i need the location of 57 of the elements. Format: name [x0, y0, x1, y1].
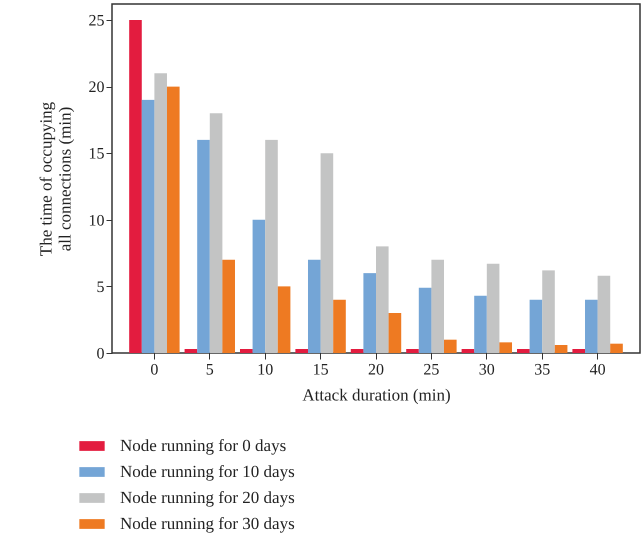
bar — [184, 349, 198, 353]
x-tick-label: 10 — [257, 362, 274, 378]
bar — [210, 113, 222, 353]
bar — [431, 260, 444, 353]
x-tick-label: 25 — [423, 362, 440, 378]
bar — [154, 73, 167, 353]
bar — [499, 342, 512, 353]
x-tick-label: 30 — [478, 362, 495, 378]
y-tick-label: 5 — [96, 278, 104, 296]
bar — [572, 349, 586, 353]
legend-label: Node running for 10 days — [120, 462, 295, 481]
bar — [444, 340, 457, 353]
bar — [418, 288, 432, 353]
x-tick-label: 40 — [590, 362, 606, 378]
legend-label: Node running for 30 days — [120, 514, 295, 533]
x-tick-label: 0 — [150, 362, 158, 378]
bar — [598, 276, 610, 353]
y-axis-title: The time of occupying all connections (min) — [36, 101, 74, 256]
bar — [129, 20, 142, 353]
bar — [474, 296, 487, 353]
bar — [252, 220, 266, 353]
bar — [240, 349, 253, 353]
bar — [142, 100, 154, 353]
bar — [197, 140, 210, 353]
y-tick-label: 25 — [88, 12, 104, 30]
bar — [265, 140, 278, 353]
bar — [530, 300, 542, 353]
bar — [222, 260, 235, 353]
legend-label: Node running for 0 days — [120, 436, 286, 455]
bar — [486, 264, 500, 353]
bar — [462, 349, 474, 353]
bar — [554, 345, 568, 353]
x-tick-label: 20 — [368, 362, 384, 378]
legend-label: Node running for 20 days — [120, 488, 295, 507]
bar — [278, 286, 290, 353]
y-tick-label: 10 — [88, 212, 104, 230]
x-tick-label: 5 — [206, 362, 214, 378]
bar — [610, 344, 623, 353]
bar — [295, 349, 308, 353]
x-tick-label: 15 — [312, 362, 329, 378]
bar — [166, 86, 180, 353]
y-tick-label: 0 — [96, 346, 104, 362]
x-axis-title: Attack duration (min) — [302, 386, 451, 404]
y-tick-label: 20 — [88, 79, 104, 96]
bar — [350, 349, 364, 353]
bar — [585, 300, 598, 353]
bar — [363, 273, 376, 353]
bar — [320, 153, 334, 353]
x-tick-label: 35 — [534, 362, 550, 378]
bar — [406, 349, 419, 353]
y-tick-label: 15 — [88, 146, 104, 163]
bar — [308, 260, 321, 353]
bar — [376, 246, 389, 353]
bar — [333, 300, 346, 353]
bar — [542, 270, 555, 353]
bar — [517, 349, 530, 353]
bar — [388, 313, 402, 353]
